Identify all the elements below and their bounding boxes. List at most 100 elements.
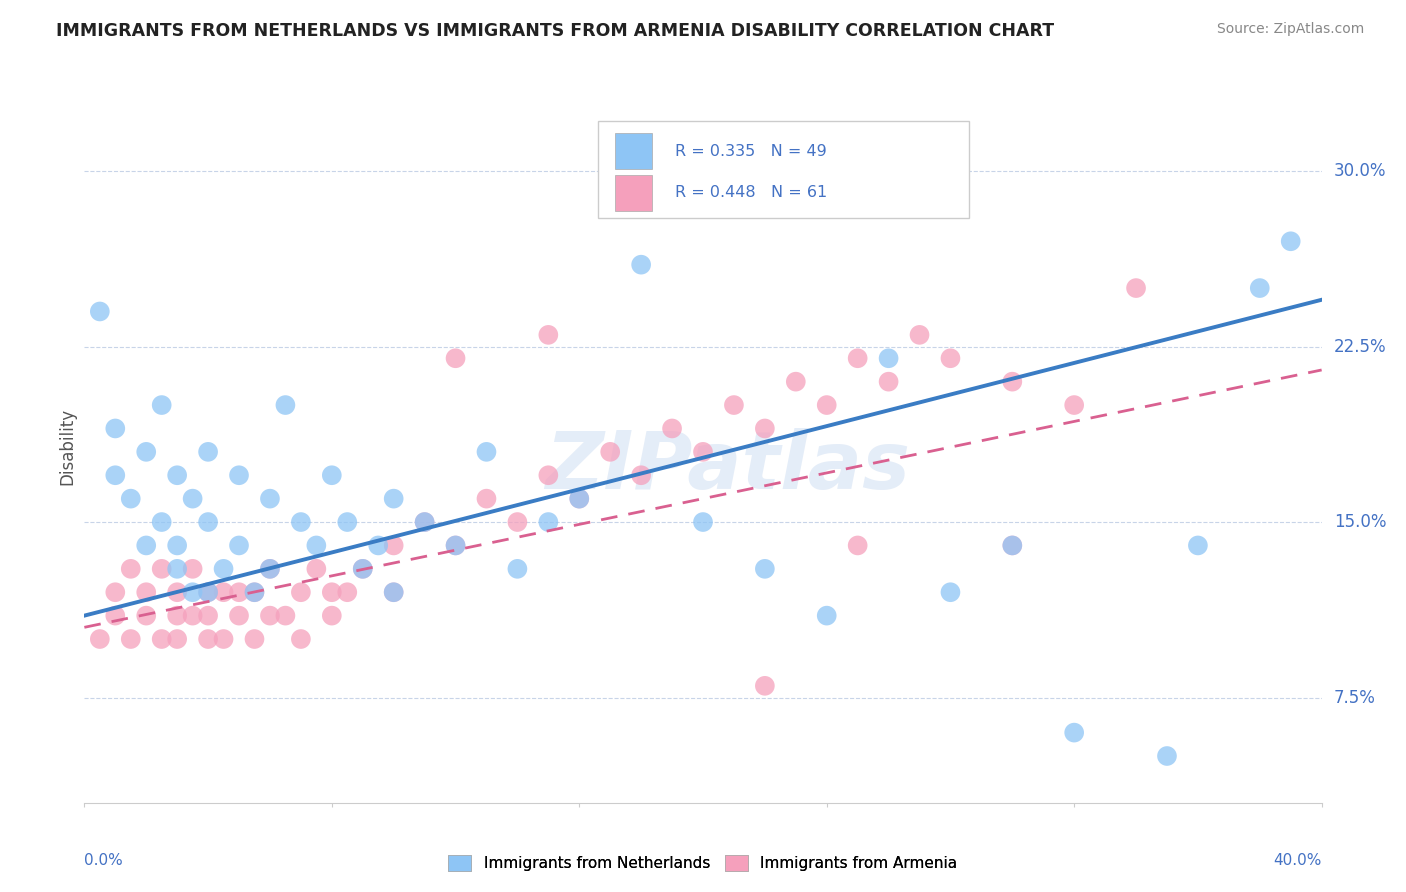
Point <box>228 538 250 552</box>
Point <box>197 608 219 623</box>
Point <box>166 538 188 552</box>
Point <box>166 608 188 623</box>
Point <box>382 491 405 506</box>
FancyBboxPatch shape <box>598 121 969 218</box>
Point <box>599 445 621 459</box>
Point <box>228 468 250 483</box>
Point <box>259 608 281 623</box>
Point <box>444 351 467 366</box>
Point <box>382 585 405 599</box>
Point <box>1249 281 1271 295</box>
Point <box>181 608 204 623</box>
Point <box>150 398 173 412</box>
Point <box>537 327 560 342</box>
Point <box>197 585 219 599</box>
Point <box>166 632 188 646</box>
Point <box>352 562 374 576</box>
Point <box>181 491 204 506</box>
Point <box>413 515 436 529</box>
Point <box>1001 538 1024 552</box>
Text: IMMIGRANTS FROM NETHERLANDS VS IMMIGRANTS FROM ARMENIA DISABILITY CORRELATION CH: IMMIGRANTS FROM NETHERLANDS VS IMMIGRANT… <box>56 22 1054 40</box>
Point <box>630 468 652 483</box>
Point <box>815 608 838 623</box>
Text: R = 0.448   N = 61: R = 0.448 N = 61 <box>675 186 827 200</box>
Point <box>259 562 281 576</box>
Point <box>877 375 900 389</box>
Legend: Immigrants from Netherlands, Immigrants from Armenia: Immigrants from Netherlands, Immigrants … <box>443 849 963 877</box>
Point <box>846 538 869 552</box>
Point <box>259 491 281 506</box>
Point <box>181 562 204 576</box>
Point <box>135 445 157 459</box>
Point <box>166 562 188 576</box>
Point <box>197 445 219 459</box>
Text: 0.0%: 0.0% <box>84 853 124 868</box>
Point <box>197 632 219 646</box>
Point <box>692 445 714 459</box>
Point <box>150 562 173 576</box>
Point <box>1063 398 1085 412</box>
Point <box>939 351 962 366</box>
Point <box>321 608 343 623</box>
Text: 30.0%: 30.0% <box>1334 162 1386 180</box>
Point <box>181 585 204 599</box>
Point <box>150 632 173 646</box>
Point <box>754 679 776 693</box>
Point <box>212 632 235 646</box>
Point <box>506 515 529 529</box>
Point <box>197 515 219 529</box>
Point <box>846 351 869 366</box>
Point <box>506 562 529 576</box>
Point <box>89 632 111 646</box>
Point <box>1063 725 1085 739</box>
Point <box>754 421 776 435</box>
Point <box>815 398 838 412</box>
Point <box>305 538 328 552</box>
Point <box>150 515 173 529</box>
Point <box>1156 749 1178 764</box>
Point <box>877 351 900 366</box>
Point <box>1187 538 1209 552</box>
Point <box>630 258 652 272</box>
Bar <box>616 175 652 211</box>
Point <box>290 632 312 646</box>
Point <box>243 585 266 599</box>
Point <box>290 515 312 529</box>
Point <box>382 585 405 599</box>
Point <box>212 585 235 599</box>
Point <box>723 398 745 412</box>
Text: 15.0%: 15.0% <box>1334 513 1386 531</box>
Point <box>352 562 374 576</box>
Point <box>228 585 250 599</box>
Point <box>413 515 436 529</box>
Point <box>135 585 157 599</box>
Point <box>321 585 343 599</box>
Point <box>1125 281 1147 295</box>
Point <box>120 632 142 646</box>
Point <box>243 585 266 599</box>
Text: 22.5%: 22.5% <box>1334 337 1386 356</box>
Point <box>104 585 127 599</box>
Point <box>336 515 359 529</box>
Text: R = 0.335   N = 49: R = 0.335 N = 49 <box>675 144 827 159</box>
Point <box>104 468 127 483</box>
Point <box>321 468 343 483</box>
Point <box>382 538 405 552</box>
Point <box>135 608 157 623</box>
Point <box>197 585 219 599</box>
Point <box>444 538 467 552</box>
Point <box>166 585 188 599</box>
Point <box>212 562 235 576</box>
Point <box>120 562 142 576</box>
Point <box>785 375 807 389</box>
Point <box>939 585 962 599</box>
Text: 7.5%: 7.5% <box>1334 689 1376 706</box>
Point <box>274 608 297 623</box>
Point <box>568 491 591 506</box>
Point <box>259 562 281 576</box>
Text: 40.0%: 40.0% <box>1274 853 1322 868</box>
Point <box>661 421 683 435</box>
Point <box>692 515 714 529</box>
Point <box>1001 375 1024 389</box>
Point <box>336 585 359 599</box>
